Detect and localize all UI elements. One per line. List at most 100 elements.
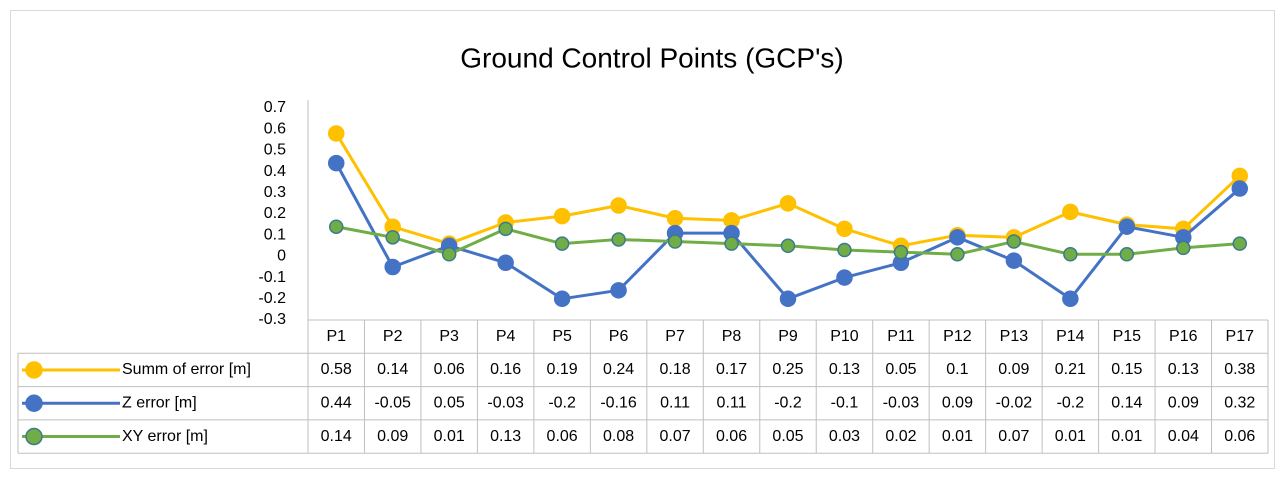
data-point [611,232,626,247]
x-tick-label: P3 [439,328,459,345]
data-point [497,254,514,272]
table-value: 0.06 [547,428,578,445]
data-point [1005,252,1023,269]
x-tick-label: P17 [1226,328,1255,345]
table-value: 0.09 [1168,394,1199,411]
data-point [949,229,966,246]
x-tick-label: P13 [1000,328,1029,345]
legend-key-marker [25,394,43,412]
legend-key-marker [25,361,43,379]
table-value: 0.01 [1111,428,1142,445]
data-point [1062,290,1079,308]
table-value: 0.06 [1224,428,1255,445]
table-value: 0.14 [321,428,352,445]
x-tick-label: P14 [1056,328,1085,345]
table-value: 0.32 [1224,394,1255,411]
table-value: 0.03 [829,428,860,445]
data-point [893,244,909,260]
data-point [327,154,345,172]
data-point [1231,180,1249,197]
data-point [1176,240,1191,256]
table-value: 0.06 [434,361,465,378]
table-value: -0.2 [774,394,802,411]
table-value: 0.04 [1168,428,1199,445]
y-tick-label: -0.3 [258,311,286,328]
table-value: -0.1 [831,394,859,411]
x-tick-label: P8 [722,328,742,345]
data-point [950,247,965,262]
data-point [836,220,853,238]
data-point [1232,236,1248,251]
table-value: 0.24 [603,361,634,378]
y-tick-label: 0.5 [264,142,286,159]
data-point [837,242,852,258]
table-value: 0.09 [942,394,973,411]
chart-title: Ground Control Points (GCP's) [460,42,843,73]
data-point [610,197,627,214]
data-point [667,234,683,249]
table-value: 0.44 [321,394,352,411]
data-point [1119,247,1135,262]
x-tick-label: P9 [778,328,798,345]
table-value: 0.09 [998,361,1029,378]
x-tick-label: P4 [496,328,516,345]
legend-key-marker [25,427,43,446]
x-tick-label: P2 [383,328,403,345]
data-point [328,219,344,234]
table-value: 0.1 [946,361,968,378]
table-value: 0.11 [717,394,747,411]
table-value: 0.01 [434,428,465,445]
table-value: 0.09 [377,428,408,445]
table-value: 0.08 [603,428,634,445]
data-point [1006,234,1022,249]
table-value: 0.14 [377,361,408,378]
data-point [779,290,797,308]
y-tick-label: 0.4 [264,163,286,180]
table-value: 0.18 [659,361,690,378]
y-tick-label: 0.6 [264,120,286,137]
legend-label: XY error [m] [122,428,208,445]
table-value: 0.15 [1111,361,1142,378]
data-point [385,230,400,245]
table-value: -0.2 [1057,394,1085,411]
y-tick-label: -0.1 [258,269,286,286]
y-tick-label: 0.2 [264,205,286,222]
data-point [327,125,345,142]
data-point [1118,218,1136,235]
data-point [1063,247,1078,262]
table-value: 0.13 [490,428,521,445]
y-tick-label: -0.2 [258,290,286,307]
x-tick-label: P16 [1169,328,1198,345]
x-tick-label: P5 [552,328,572,345]
x-tick-label: P10 [830,328,859,345]
data-point [666,209,684,227]
table-value: 0.16 [490,361,521,378]
data-point [779,195,797,212]
table-value: 0.07 [659,428,690,445]
table-value: -0.02 [996,394,1033,411]
table-value: 0.13 [1168,361,1199,378]
legend-label: Z error [m] [122,394,197,411]
table-value: 0.05 [885,361,916,378]
table-value: -0.16 [600,394,637,411]
table-value: 0.06 [716,428,747,445]
y-tick-label: 0 [277,248,286,265]
table-value: 0.58 [321,361,352,378]
table-value: 0.05 [772,428,803,445]
data-point [724,236,739,251]
table-value: 0.01 [942,428,973,445]
data-point [384,258,401,276]
table-value: -0.03 [883,394,920,411]
table-value: 0.11 [660,394,690,411]
data-point [553,207,571,225]
data-point [441,247,457,262]
table-value: 0.02 [885,428,916,445]
data-point [610,282,627,299]
data-point [1062,203,1079,221]
data-point [780,238,796,254]
y-tick-label: 0.3 [264,184,286,201]
table-value: 0.19 [547,361,578,378]
x-tick-label: P12 [943,328,972,345]
table-value: 0.13 [829,361,860,378]
